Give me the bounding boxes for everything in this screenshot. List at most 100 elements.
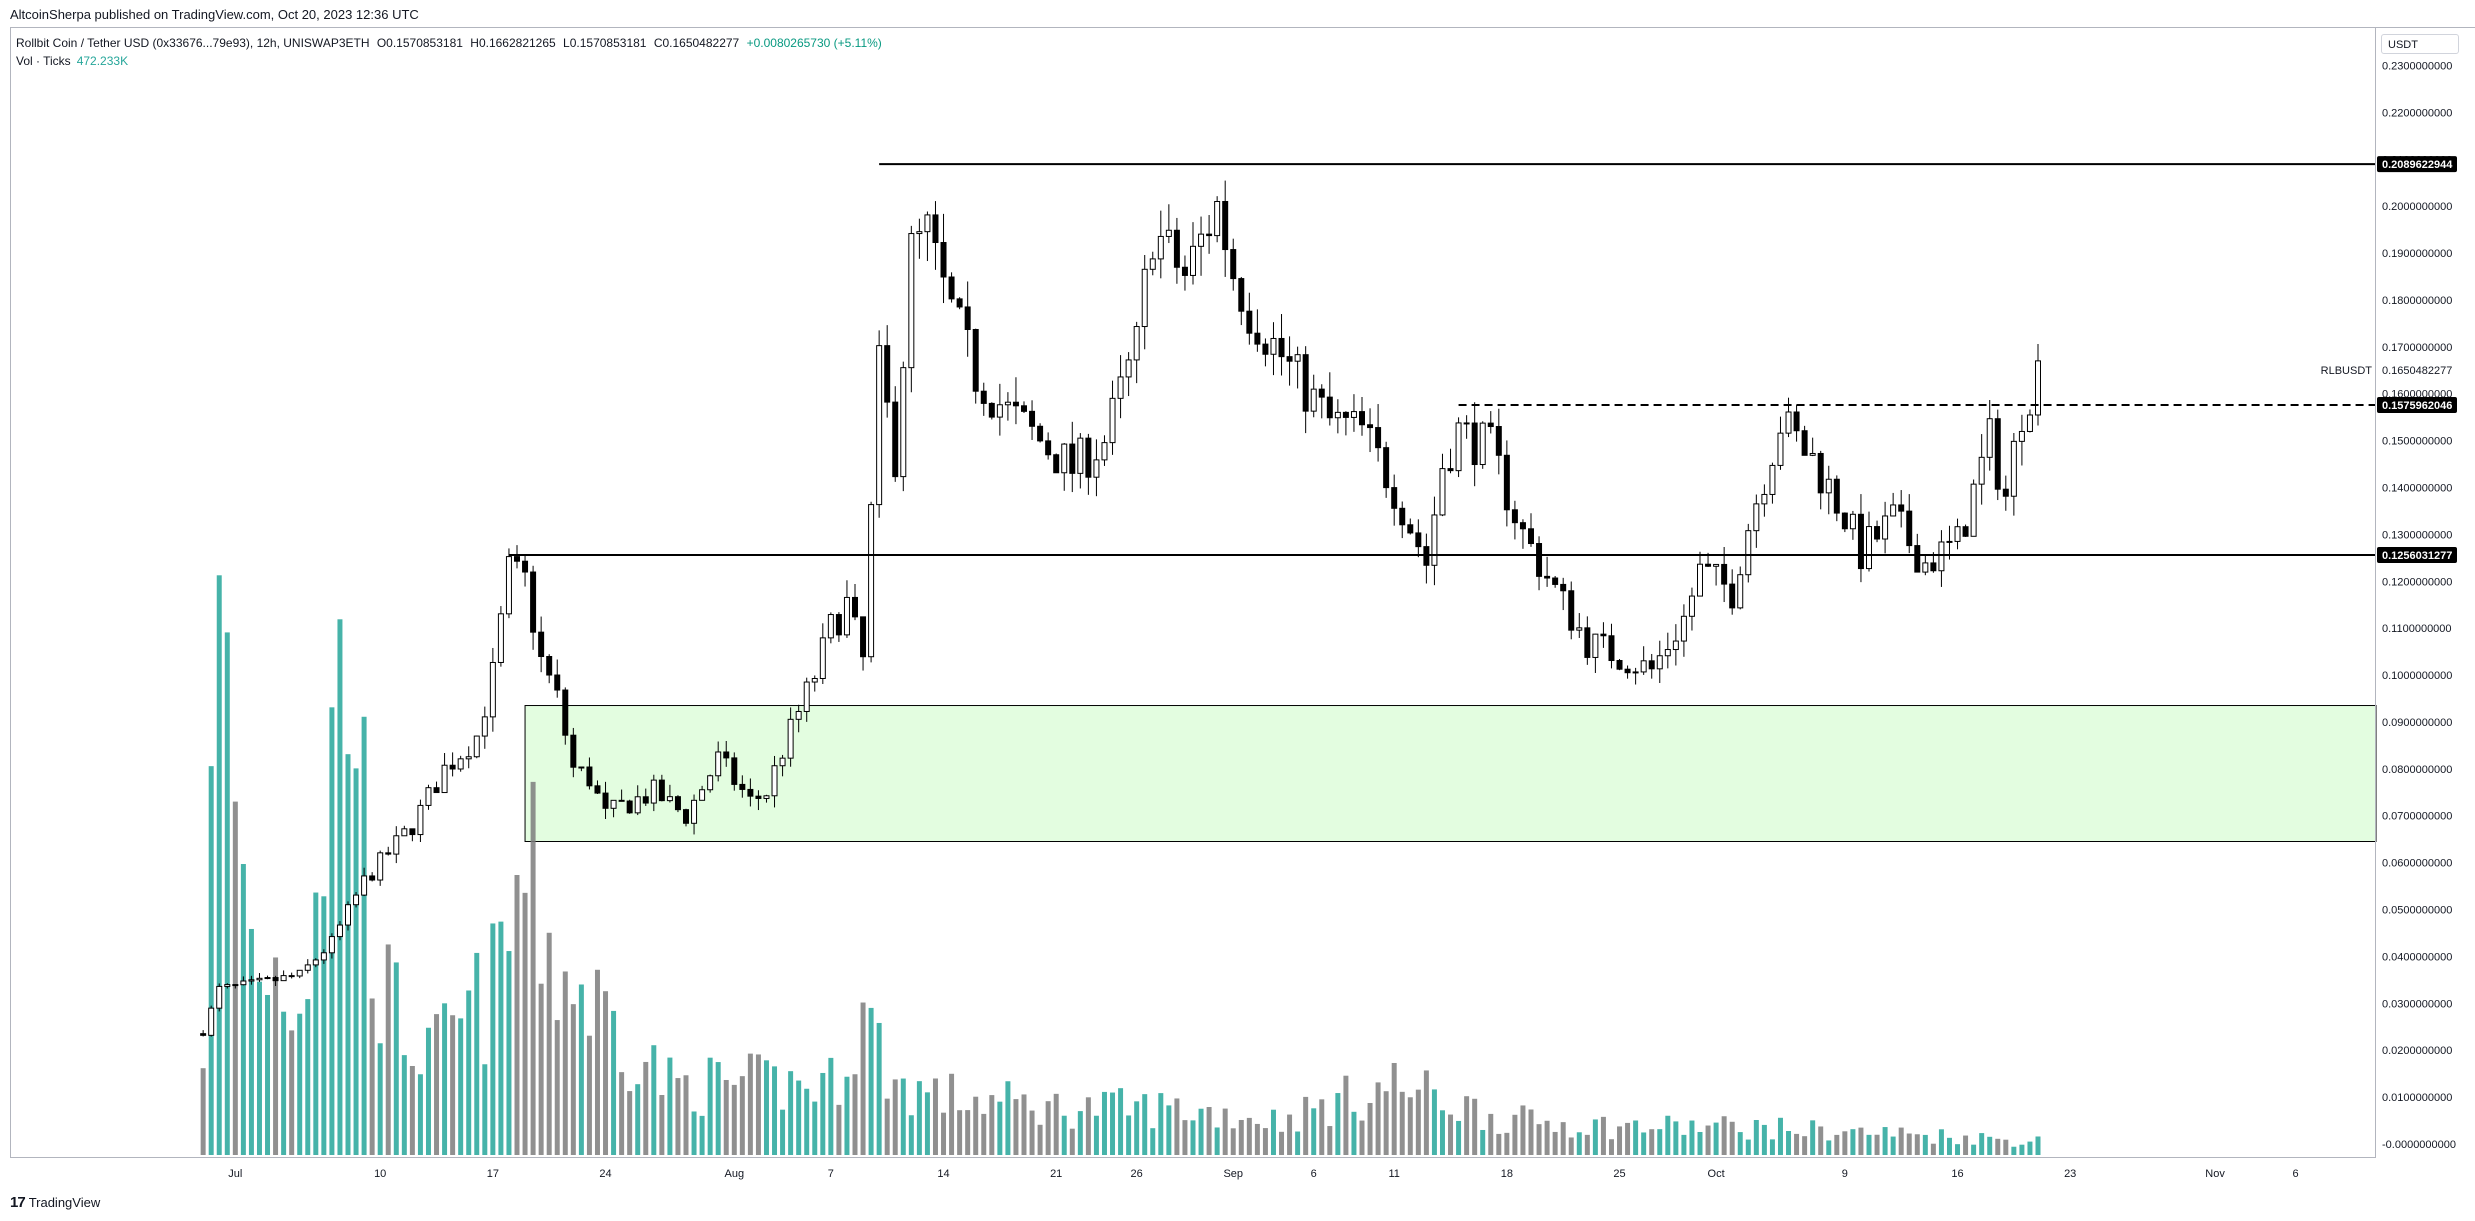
tradingview-logo-icon: 17 — [10, 1194, 26, 1211]
candle — [2010, 433, 2017, 516]
candle — [594, 780, 601, 795]
candle — [538, 616, 545, 673]
candle-body — [1487, 422, 1494, 428]
candle — [1004, 392, 1011, 421]
price-tick-label: 0.0300000000 — [2382, 998, 2452, 1010]
time-tick-label: Oct — [1708, 1168, 1725, 1180]
candle-body — [1093, 459, 1100, 478]
candle-body — [1407, 524, 1414, 534]
candle — [1737, 566, 1744, 610]
candle — [1085, 433, 1092, 495]
legend-symbol[interactable]: Rollbit Coin / Tether USD (0x33676...79e… — [16, 36, 370, 50]
price-tick-label: 0.1800000000 — [2382, 295, 2452, 307]
volume-bar — [1906, 1133, 1912, 1155]
candle — [1367, 408, 1374, 453]
candle-body — [2018, 430, 2025, 442]
candle — [811, 675, 818, 692]
time-axis[interactable]: Jul 10 17 24 Aug 7 14 21 26 Sep 6 11 18 25 Oct 9 16 23 Nov… — [228, 1168, 2298, 1180]
candle — [707, 774, 714, 793]
candle — [1318, 384, 1325, 419]
volume-bar — [377, 1043, 383, 1155]
candle-body — [634, 796, 641, 814]
candle-body — [497, 613, 504, 663]
time-tick-label: 6 — [2292, 1168, 2298, 1180]
candle-body — [1069, 443, 1076, 474]
candle — [956, 297, 963, 310]
candle-body — [248, 979, 255, 982]
candle-body — [723, 751, 730, 759]
volume-bar — [1166, 1105, 1172, 1155]
candle — [481, 706, 488, 749]
candle — [803, 677, 810, 722]
volume-bar — [1150, 1128, 1156, 1155]
candle — [1286, 336, 1293, 386]
price-tick-label: -0.0000000000 — [2382, 1139, 2456, 1151]
candle — [1632, 667, 1639, 685]
demand-zone — [524, 705, 2377, 843]
price-axis[interactable]: 0.23000000000.22000000000.21000000000.20… — [2382, 61, 2456, 1151]
candle — [1866, 511, 1872, 572]
candle-body — [1656, 655, 1663, 670]
volume-bar — [1721, 1116, 1727, 1155]
volume-bar — [305, 999, 311, 1155]
tradingview-logo[interactable]: 17 TradingView — [10, 1194, 100, 1211]
price-tick-label: 0.1100000000 — [2382, 623, 2452, 635]
volume-layer — [200, 575, 2041, 1155]
currency-selector[interactable]: USDT — [2381, 34, 2459, 54]
candle-body — [1624, 668, 1631, 674]
candle-body — [433, 787, 440, 794]
candle-body — [441, 764, 448, 794]
candle-body — [1793, 411, 1800, 432]
volume-bar — [989, 1095, 995, 1155]
candle-body — [369, 875, 376, 881]
time-tick-label: 7 — [828, 1168, 834, 1180]
volume-indicator-label[interactable]: Vol · Ticks — [16, 54, 71, 68]
candle — [1415, 519, 1422, 558]
candle-body — [481, 716, 488, 737]
candle-body — [1866, 526, 1872, 570]
published-caption: AltcoinSherpa published on TradingView.c… — [10, 7, 419, 22]
candle — [417, 799, 424, 843]
candle-body — [755, 795, 762, 799]
candle — [1528, 513, 1534, 547]
candle-body — [731, 757, 738, 785]
candle-body — [1697, 563, 1703, 597]
candle-body — [401, 828, 408, 837]
candle — [353, 892, 360, 908]
candle-body — [1600, 633, 1607, 637]
candle-body — [377, 852, 384, 881]
candle-body — [417, 804, 424, 836]
volume-bar — [2027, 1141, 2033, 1155]
candle — [996, 383, 1003, 436]
price-tick-label: 0.1500000000 — [2382, 436, 2452, 448]
candle-body — [1173, 229, 1180, 268]
candle-body — [578, 766, 585, 769]
volume-bar — [1890, 1136, 1896, 1155]
chart-legend: Rollbit Coin / Tether USD (0x33676...79e… — [16, 34, 886, 70]
candle — [924, 211, 931, 262]
volume-bar — [627, 1091, 633, 1155]
volume-value: 472.233K — [76, 54, 129, 68]
volume-bar — [1182, 1120, 1188, 1155]
volume-bar — [530, 781, 536, 1155]
candle — [1608, 623, 1615, 669]
volume-bar — [691, 1111, 697, 1155]
legend-open: O0.1570853181 — [376, 36, 463, 50]
candle-body — [256, 977, 263, 981]
candle — [876, 330, 883, 518]
candle — [755, 790, 762, 811]
candle — [345, 901, 351, 931]
candle-body — [1165, 229, 1172, 237]
candle-body — [988, 402, 995, 418]
candle-body — [457, 758, 464, 770]
candle-body — [1632, 671, 1639, 674]
candle — [1181, 255, 1188, 291]
volume-bar — [337, 619, 343, 1155]
volume-bar — [240, 864, 246, 1155]
volume-bar — [361, 716, 367, 1155]
candle-body — [1012, 401, 1019, 407]
volume-bar — [313, 892, 319, 1155]
volume-bar — [852, 1074, 858, 1155]
candle-body — [1037, 425, 1044, 442]
